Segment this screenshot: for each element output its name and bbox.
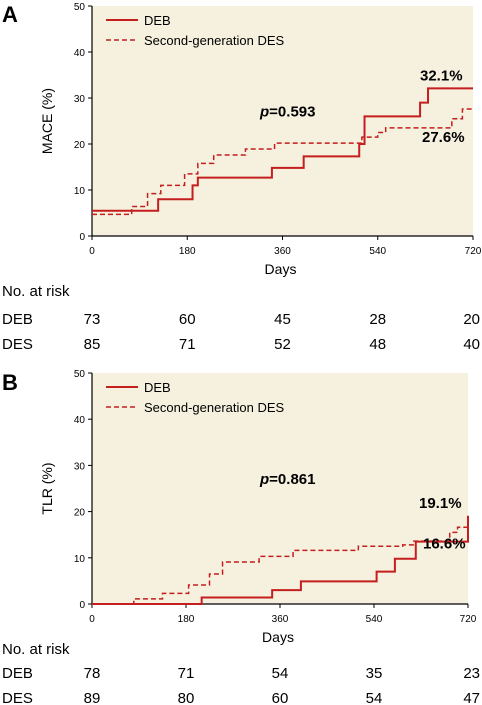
y-tick-label: 50 — [74, 369, 86, 380]
risk-table-header: No. at risk — [2, 641, 70, 658]
x-tick-label: 0 — [89, 614, 95, 625]
risk-table-header: No. at risk — [2, 283, 70, 300]
x-tick-label: 0 — [89, 246, 95, 257]
x-axis-title: Days — [265, 261, 297, 277]
y-tick-label: 0 — [79, 600, 85, 611]
risk-value: 23 — [463, 665, 480, 682]
x-tick-label: 360 — [274, 246, 291, 257]
p-symbol: p — [259, 471, 269, 488]
panel-b: B 0 10 20 30 40 50 0 180 360 540 720 TLR (%) Days DEB S… — [2, 369, 480, 705]
risk-row-label: DES — [2, 690, 33, 705]
risk-row-label: DEB — [2, 311, 33, 328]
risk-value: 54 — [366, 690, 383, 705]
legend-label: Second-generation DES — [144, 33, 285, 48]
risk-value: 80 — [178, 690, 195, 705]
end-value-label: 16.6% — [423, 535, 466, 552]
y-tick-label: 40 — [74, 415, 86, 426]
risk-value: 20 — [463, 311, 480, 328]
series-line-des — [92, 108, 473, 216]
risk-value: 89 — [84, 690, 101, 705]
risk-value: 78 — [84, 665, 101, 682]
risk-value: 73 — [84, 311, 101, 328]
legend-label: DEB — [144, 13, 171, 28]
risk-row-label: DES — [2, 336, 33, 353]
risk-value: 52 — [274, 336, 291, 353]
p-symbol: p — [259, 103, 269, 120]
legend-label: DEB — [144, 380, 171, 395]
p-value-annotation: p=0.593 — [259, 103, 315, 120]
x-tick-label: 540 — [369, 246, 386, 257]
series-line-deb — [92, 515, 469, 605]
risk-row-label: DEB — [2, 665, 33, 682]
y-tick-label: 10 — [74, 186, 86, 197]
y-tick-label: 20 — [74, 140, 86, 151]
x-tick-label: 180 — [178, 614, 195, 625]
plot-area — [92, 6, 473, 236]
y-axis-title: TLR (%) — [39, 462, 55, 514]
series-line-deb — [92, 87, 473, 212]
p-value-text: =0.861 — [269, 471, 315, 488]
risk-value: 45 — [274, 311, 291, 328]
x-tick-label: 720 — [465, 246, 482, 257]
risk-value: 71 — [179, 336, 196, 353]
risk-value: 54 — [272, 665, 289, 682]
risk-value: 48 — [369, 336, 386, 353]
risk-value: 35 — [366, 665, 383, 682]
risk-value: 60 — [272, 690, 289, 705]
x-axis-title: Days — [262, 629, 294, 645]
end-value-label: 19.1% — [419, 495, 462, 512]
x-tick-label: 360 — [272, 614, 289, 625]
risk-value: 47 — [463, 690, 480, 705]
y-tick-label: 10 — [74, 554, 86, 565]
panel-a: A 0 10 20 30 40 50 0 180 360 540 720 MACE (%) Days DEB… — [2, 2, 482, 353]
y-tick-label: 40 — [74, 48, 86, 59]
y-tick-label: 20 — [74, 508, 86, 519]
y-tick-label: 30 — [74, 94, 86, 105]
y-tick-label: 0 — [79, 232, 85, 243]
risk-value: 60 — [179, 311, 196, 328]
panel-label: B — [2, 370, 18, 395]
x-tick-label: 720 — [460, 614, 477, 625]
x-tick-label: 540 — [366, 614, 383, 625]
legend-label: Second-generation DES — [144, 400, 285, 415]
risk-value: 28 — [369, 311, 386, 328]
p-value-annotation: p=0.861 — [259, 471, 315, 488]
end-value-label: 32.1% — [420, 67, 463, 84]
y-tick-label: 30 — [74, 461, 86, 472]
risk-value: 71 — [178, 665, 195, 682]
risk-value: 85 — [84, 336, 101, 353]
plot-area — [92, 373, 468, 604]
x-tick-label: 180 — [179, 246, 196, 257]
risk-value: 40 — [463, 336, 480, 353]
y-axis-title: MACE (%) — [39, 88, 55, 154]
end-value-label: 27.6% — [422, 129, 465, 146]
y-tick-label: 50 — [74, 2, 86, 13]
p-value-text: =0.593 — [269, 103, 315, 120]
panel-label: A — [2, 2, 18, 27]
